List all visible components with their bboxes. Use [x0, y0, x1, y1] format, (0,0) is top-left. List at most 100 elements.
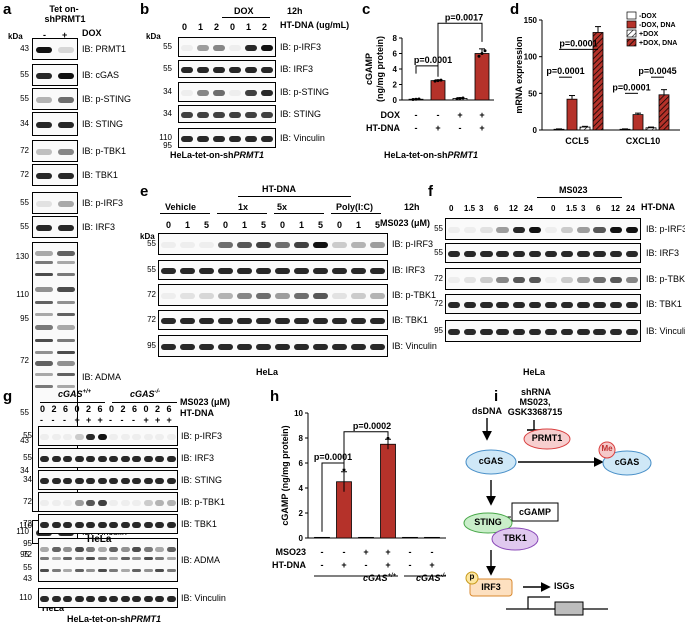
band — [109, 500, 119, 506]
chart-h: 0 2 4 6 8 10 cGAMP (ng/mg protein) - - - + + - + + - - - +… — [272, 409, 446, 577]
band — [86, 522, 96, 528]
band — [40, 434, 50, 440]
ib-label: IB: IRF3 — [392, 265, 426, 275]
mw-marker: 55 — [163, 64, 172, 73]
band — [512, 329, 525, 335]
band — [35, 261, 53, 264]
band — [577, 277, 590, 283]
lane-label: 0 — [223, 220, 229, 230]
band — [260, 136, 274, 142]
band — [166, 522, 176, 528]
bar — [314, 536, 330, 539]
irf3-label: IRF3 — [481, 582, 501, 592]
chart-d: 0 50 100 150 mRNA expression CCL5 CXCL10 -DOX -D… — [514, 11, 680, 146]
lane-label: 2 — [86, 404, 92, 414]
blot-row — [178, 82, 276, 102]
p-bracket — [343, 431, 389, 468]
band — [63, 547, 73, 552]
lane-label: 5 — [375, 220, 381, 230]
ib-label: IB: IRF3 — [181, 453, 215, 463]
y-axis-label: mRNA expression — [514, 36, 524, 113]
panel-d: d 0 50 100 150 mRNA expression CCL5 CXCL10 -DOX… — [510, 0, 685, 170]
band — [57, 149, 75, 155]
genotype-wt: cGAS+/+ — [58, 389, 91, 399]
mw-marker: 72 — [147, 290, 156, 299]
row2-value: - — [415, 123, 418, 133]
cgas-ellipse — [465, 449, 517, 475]
htdna-line — [238, 196, 351, 197]
band — [132, 478, 142, 484]
band — [166, 456, 176, 462]
blot-cgas — [32, 64, 78, 86]
panel-label-i: i — [494, 388, 499, 405]
band — [593, 302, 606, 308]
ib-label: IB: p-TBK1 — [646, 274, 685, 284]
cgas-methyl-label: cGAS — [614, 457, 640, 467]
band — [593, 227, 606, 233]
band — [275, 293, 290, 299]
geno-ko-name: cGAS — [416, 573, 441, 583]
lane-label: 0 — [74, 404, 80, 414]
data-point — [386, 436, 390, 440]
band — [593, 251, 606, 257]
irf3-box — [469, 578, 513, 597]
band — [143, 500, 153, 506]
panel-e: e HT-DNA 12h Vehicle 1x 5x Poly(I:C) MS023 … — [140, 180, 437, 377]
band — [57, 287, 75, 292]
blot-row — [178, 128, 276, 148]
lane-label: 0 — [109, 404, 115, 414]
p-value: p=0.0001 — [414, 55, 452, 65]
lane-label: 6 — [132, 404, 138, 414]
lane-label: 0 — [143, 404, 149, 414]
blot-row — [38, 492, 178, 512]
row1-value: + — [457, 110, 462, 120]
ib-label: IB: STING — [280, 109, 322, 119]
band — [180, 268, 195, 274]
mw-marker: 55 — [23, 563, 32, 572]
p-bracket — [437, 22, 483, 77]
blot-row — [158, 233, 388, 255]
lane-label: 6 — [596, 204, 601, 213]
band — [370, 293, 385, 299]
band — [294, 242, 309, 248]
phospho-circle — [465, 571, 479, 585]
lane-label: 0 — [40, 404, 46, 414]
blot-row — [445, 320, 641, 342]
band — [480, 302, 493, 308]
blot-row — [38, 514, 178, 534]
x-category: CCL5 — [565, 136, 589, 146]
data-point — [436, 79, 440, 83]
mw-marker: 55 — [163, 42, 172, 51]
band — [57, 385, 75, 388]
y-tick-label: 8 — [393, 34, 398, 43]
group-line — [217, 213, 267, 214]
lane-label: 1 — [246, 22, 252, 32]
band — [244, 67, 258, 73]
dna-lane-label: + — [143, 415, 149, 425]
band — [86, 569, 96, 572]
data-point — [411, 97, 415, 101]
bar — [566, 98, 578, 131]
panel-label-g: g — [3, 388, 13, 405]
dox-label: DOX — [234, 6, 254, 16]
band — [35, 361, 53, 366]
band — [528, 227, 542, 233]
band — [51, 596, 61, 602]
band — [275, 268, 290, 274]
band — [97, 478, 107, 484]
band — [544, 302, 558, 308]
mw-marker: 34 — [20, 466, 29, 475]
band — [143, 434, 153, 440]
band — [447, 329, 461, 335]
band — [57, 351, 75, 354]
band — [544, 329, 558, 335]
band — [275, 344, 290, 350]
band — [166, 596, 176, 602]
band — [313, 318, 328, 324]
group-line — [160, 213, 210, 214]
lane-label: 24 — [524, 204, 533, 213]
mw-marker: 55 — [20, 408, 29, 417]
kda-label: kDa — [140, 232, 155, 241]
band — [228, 112, 242, 118]
band — [51, 522, 61, 528]
